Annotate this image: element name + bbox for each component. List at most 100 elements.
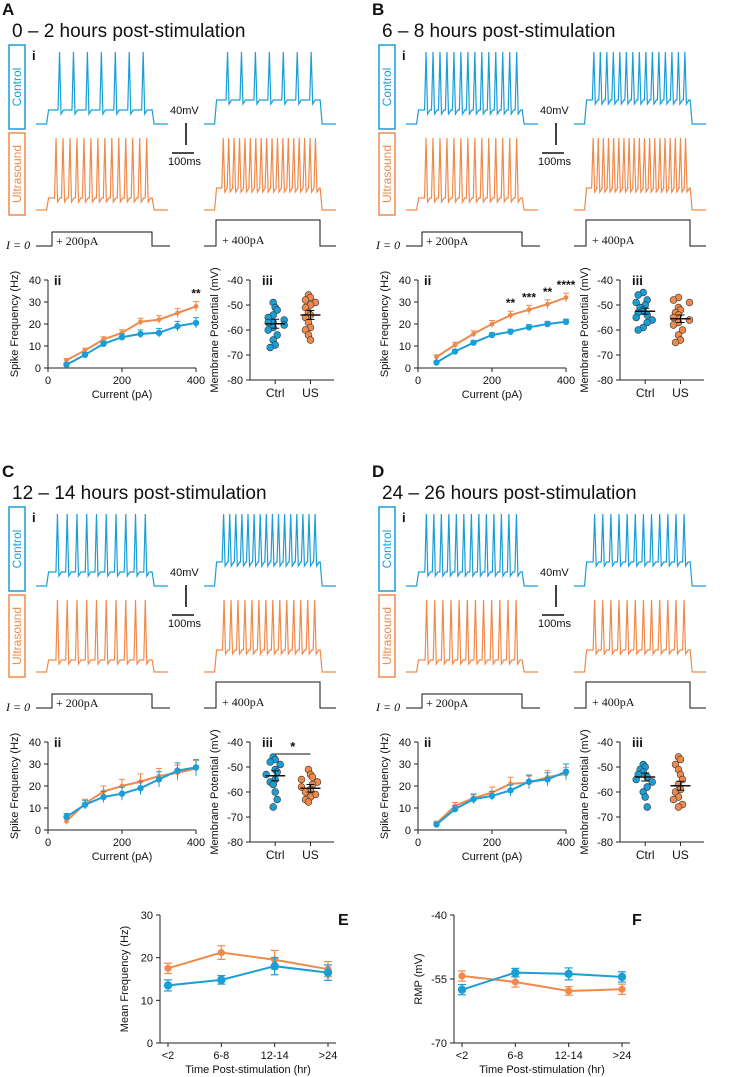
ultrasound-label-box <box>8 132 26 216</box>
trace-control-200pa <box>406 513 538 587</box>
sub-label-iii: iii <box>262 735 273 750</box>
panel-a: A 0 – 2 hours post-stimulation i Control Ult… <box>2 0 336 401</box>
y-tick-label: -40 <box>227 275 243 287</box>
panel-letter: F <box>632 912 642 929</box>
data-point-ultrasound <box>565 987 573 995</box>
y-tick-label: -70 <box>597 350 613 362</box>
data-point-ctrl <box>643 803 651 811</box>
category-label: US <box>302 386 319 400</box>
stimulus-label-200pa: + 200pA <box>426 234 469 248</box>
y-tick-label: -40 <box>227 737 243 749</box>
data-point-control <box>617 972 627 982</box>
trace-control-400pa <box>574 51 706 125</box>
data-point-ultrasound <box>511 978 519 986</box>
series-line-ultrasound <box>167 951 329 971</box>
ultrasound-label: Ultrasound <box>10 145 24 203</box>
category-label: US <box>672 848 689 862</box>
data-point-control <box>525 324 533 331</box>
panel-f: -70 -55 -40 <2 6-8 12-14 >24 F RMP (mV) Time Post… <box>413 910 642 1076</box>
data-point-us <box>297 775 306 784</box>
x-axis-label: Current (pA) <box>92 851 153 863</box>
data-point-control <box>270 962 279 971</box>
data-point-ultrasound <box>64 357 69 363</box>
data-point-ctrl <box>276 760 284 769</box>
data-point-control <box>137 785 144 792</box>
stimulus-label-400pa: + 400pA <box>222 695 265 709</box>
x-axis-label: Current (pA) <box>462 851 523 863</box>
y-tick-label: -55 <box>431 974 447 986</box>
data-point-ultrasound <box>471 331 476 337</box>
stimulus-step-200pa <box>36 231 170 247</box>
data-point-ultrasound <box>434 354 439 360</box>
data-point-ctrl <box>264 318 272 327</box>
y-tick-label: -60 <box>227 325 243 337</box>
data-point-control <box>63 813 70 820</box>
y-tick-label: 20 <box>29 781 41 793</box>
data-point-control <box>457 985 467 994</box>
stimulus-step-400pa <box>204 681 336 709</box>
trace-ultrasound-200pa <box>36 599 168 673</box>
ultrasound-label-box <box>378 132 396 216</box>
sub-label-iii: iii <box>262 273 273 288</box>
y-tick-label: -70 <box>227 812 243 824</box>
series-line-ultrasound <box>461 975 623 992</box>
data-point-control <box>174 767 181 774</box>
control-label-box <box>378 506 396 592</box>
sub-label-ii: ii <box>424 735 431 750</box>
data-point-ctrl <box>641 793 649 801</box>
data-point-ultrasound <box>489 321 495 327</box>
y-tick-label: -40 <box>597 275 613 287</box>
y-tick-label: 30 <box>141 910 153 922</box>
trace-control-400pa <box>204 51 336 125</box>
x-tick-label: 200 <box>483 837 501 849</box>
data-point-ctrl <box>266 343 274 352</box>
control-label-box <box>378 44 396 130</box>
data-point-ctrl <box>262 770 270 779</box>
y-tick-label: -80 <box>597 375 613 387</box>
panel-letter: C <box>2 462 14 481</box>
scale-bar-ms: 100ms <box>168 156 202 168</box>
ultrasound-label-box <box>8 594 26 678</box>
y-axis-label: Membrane Potential (mV) <box>579 267 591 392</box>
data-point-ctrl <box>648 778 656 786</box>
trace-ultrasound-400pa <box>204 599 336 673</box>
stimulus-label-200pa: + 200pA <box>56 696 99 710</box>
trace-ultrasound-200pa <box>406 137 538 211</box>
data-point-control <box>81 801 89 808</box>
data-point-control <box>155 329 163 336</box>
data-point-control <box>433 821 440 828</box>
y-axis-label: RMP (mV) <box>413 953 425 1004</box>
ultrasound-label: Ultrasound <box>10 607 24 665</box>
x-tick-label: 400 <box>187 375 205 387</box>
y-tick-label: -80 <box>597 837 613 849</box>
data-point-control <box>192 764 200 771</box>
sub-label-i: i <box>402 48 406 63</box>
stimulus-step-200pa <box>36 693 170 709</box>
data-point-ctrl <box>634 326 642 334</box>
series-line-ultrasound <box>66 305 197 362</box>
data-point-us <box>669 313 678 322</box>
trace-control-200pa <box>36 51 168 125</box>
y-tick-label: 20 <box>399 781 411 793</box>
y-tick-label: 10 <box>141 995 153 1007</box>
data-point-control <box>544 776 551 783</box>
trace-ultrasound-200pa <box>406 599 538 673</box>
data-point-us <box>306 336 315 344</box>
scale-bar-mv: 40mV <box>170 567 199 579</box>
sub-label-ii: ii <box>424 273 431 288</box>
y-tick-label: 10 <box>399 341 411 353</box>
y-tick-label: 30 <box>399 759 411 771</box>
data-point-ctrl <box>264 326 272 334</box>
trace-control-400pa <box>204 513 336 587</box>
x-axis-label: Time Post-stimulation (hr) <box>185 1064 311 1076</box>
current-zero-label: I = 0 <box>5 238 30 252</box>
panel-letter: B <box>372 0 384 19</box>
control-label: Control <box>380 530 394 569</box>
data-point-control <box>488 792 496 800</box>
y-tick-label: 30 <box>29 759 41 771</box>
x-tick-label: 400 <box>187 837 205 849</box>
current-zero-label: I = 0 <box>5 700 30 714</box>
sub-label-i: i <box>32 510 36 525</box>
data-point-control <box>451 805 459 813</box>
y-axis-label: Spike Frequency (Hz) <box>9 733 21 839</box>
